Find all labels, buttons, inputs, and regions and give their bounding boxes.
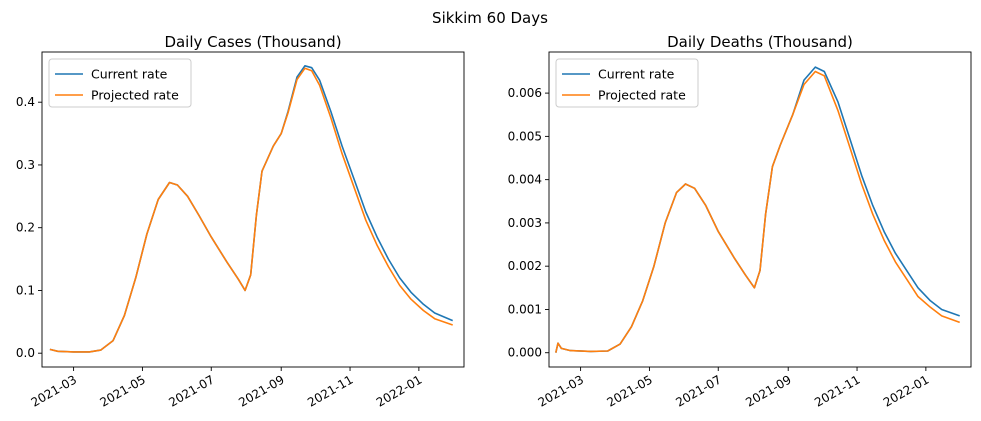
legend bbox=[48, 58, 192, 108]
y-tick-label: 0.006 bbox=[508, 86, 542, 100]
y-tick-label: 0.2 bbox=[16, 221, 35, 235]
y-tick-label: 0.0 bbox=[16, 346, 35, 360]
y-tick-label: 0.000 bbox=[508, 346, 542, 360]
legend-label: Current rate bbox=[598, 67, 675, 82]
legend-label: Projected rate bbox=[598, 88, 686, 103]
y-tick-label: 0.4 bbox=[16, 95, 35, 109]
legend-label: Projected rate bbox=[91, 88, 179, 103]
legend-label: Current rate bbox=[91, 67, 168, 82]
y-tick-label: 0.005 bbox=[508, 129, 542, 143]
y-tick-label: 0.1 bbox=[16, 283, 35, 297]
y-tick-label: 0.001 bbox=[508, 302, 542, 316]
y-tick-label: 0.3 bbox=[16, 158, 35, 172]
series-line-projected-rate bbox=[555, 70, 960, 353]
chart-title: Daily Deaths (Thousand) bbox=[667, 33, 853, 51]
figure-title: Sikkim 60 Days bbox=[432, 9, 548, 27]
legend bbox=[555, 58, 699, 108]
plot-frame bbox=[548, 51, 972, 368]
plot-frame bbox=[41, 51, 465, 368]
y-tick-label: 0.004 bbox=[508, 173, 542, 187]
y-tick-label: 0.003 bbox=[508, 216, 542, 230]
series-line-projected-rate bbox=[49, 67, 453, 353]
y-tick-label: 0.002 bbox=[508, 259, 542, 273]
chart-title: Daily Cases (Thousand) bbox=[164, 33, 341, 51]
